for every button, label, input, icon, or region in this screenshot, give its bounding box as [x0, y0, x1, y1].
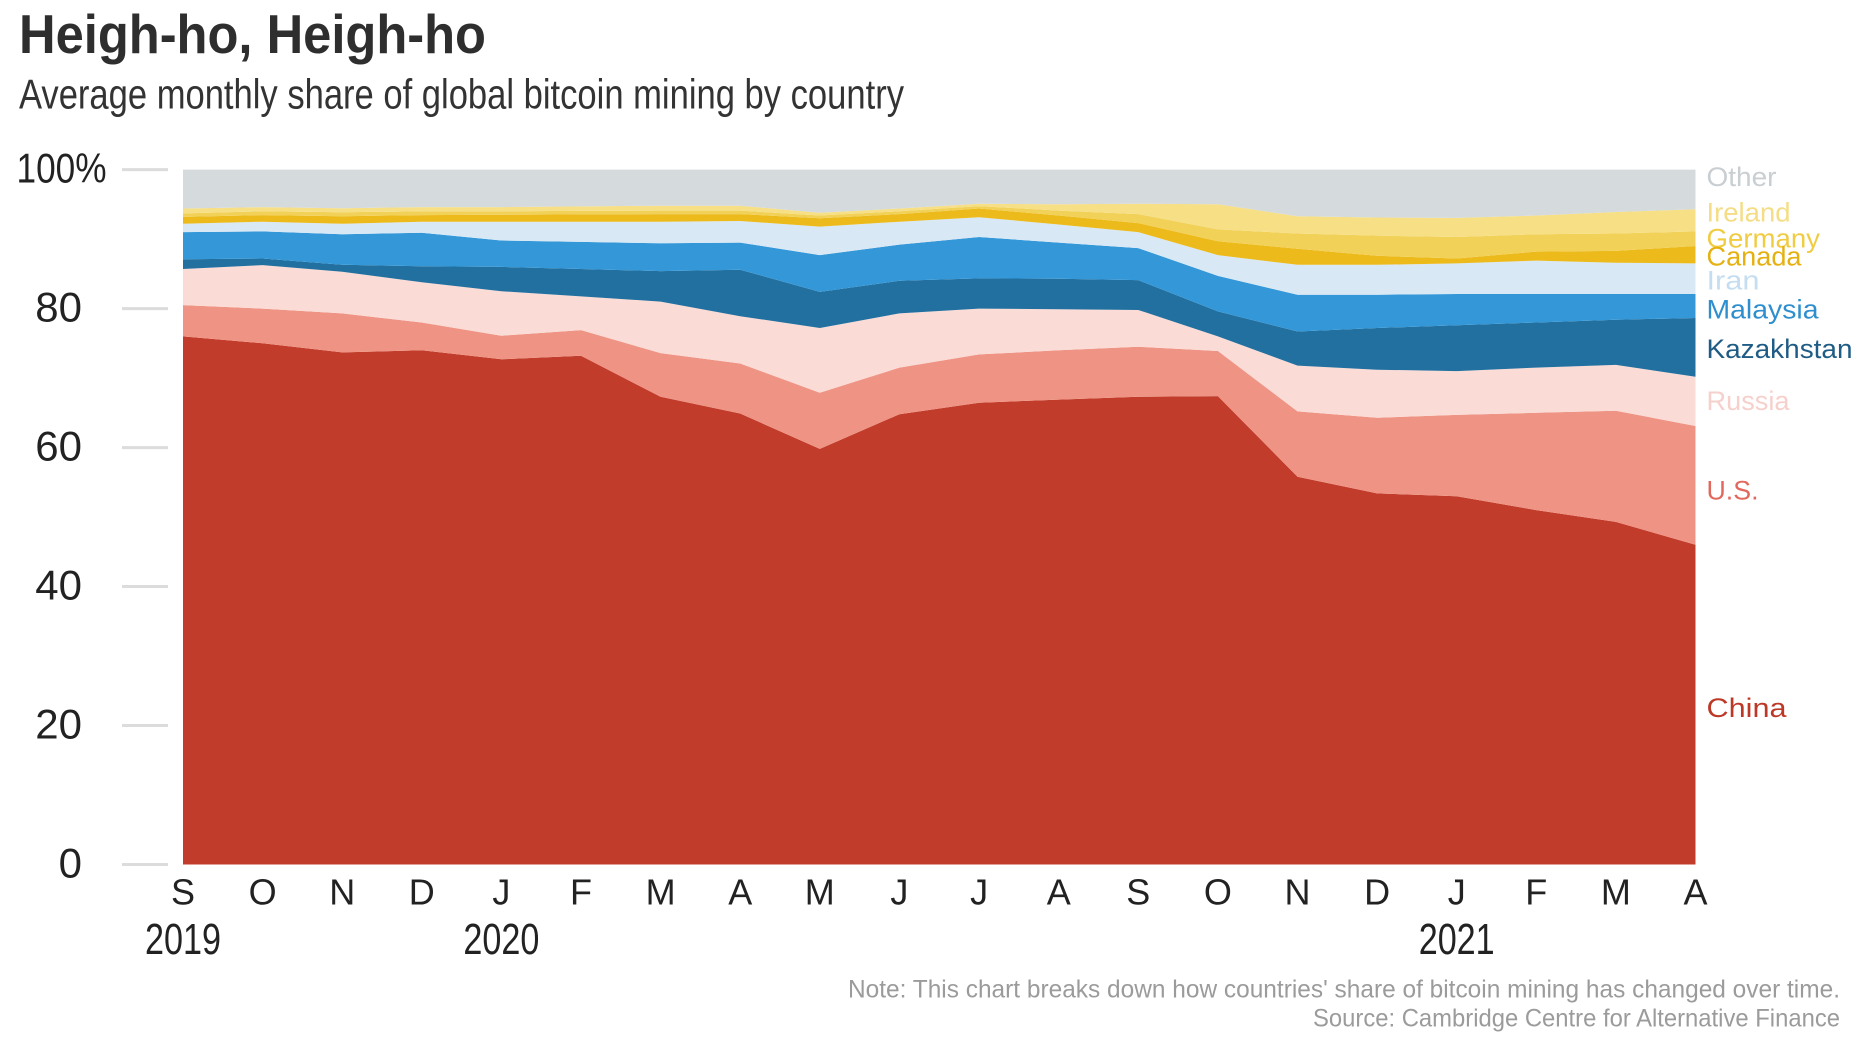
svg-text:2019: 2019	[145, 915, 221, 964]
svg-text:M: M	[646, 872, 676, 913]
svg-text:Kazakhstan: Kazakhstan	[1707, 334, 1853, 364]
svg-text:60: 60	[35, 423, 82, 470]
svg-text:J: J	[1448, 872, 1466, 913]
svg-text:2020: 2020	[463, 915, 539, 964]
svg-text:F: F	[1525, 872, 1547, 913]
svg-text:J: J	[970, 872, 988, 913]
svg-text:D: D	[1364, 872, 1390, 913]
svg-text:O: O	[249, 872, 277, 913]
svg-text:2021: 2021	[1419, 915, 1495, 964]
svg-text:Russia: Russia	[1707, 386, 1791, 416]
svg-text:U.S.: U.S.	[1707, 476, 1759, 506]
svg-text:Heigh-ho, Heigh-ho: Heigh-ho, Heigh-ho	[19, 3, 486, 65]
svg-text:Canada: Canada	[1707, 241, 1803, 271]
svg-text:100%: 100%	[17, 145, 107, 192]
svg-text:0: 0	[59, 840, 82, 887]
svg-text:Germany: Germany	[1707, 223, 1821, 253]
svg-text:80: 80	[35, 284, 82, 331]
svg-text:20: 20	[35, 701, 82, 748]
svg-text:A: A	[1047, 872, 1071, 913]
svg-text:A: A	[728, 872, 752, 913]
svg-text:40: 40	[35, 562, 82, 609]
svg-text:Iran: Iran	[1707, 266, 1760, 296]
svg-text:M: M	[1601, 872, 1631, 913]
svg-text:J: J	[890, 872, 908, 913]
svg-text:Ireland: Ireland	[1707, 197, 1791, 227]
svg-text:Average monthly share of globa: Average monthly share of global bitcoin …	[19, 71, 904, 118]
svg-text:S: S	[171, 872, 195, 913]
svg-text:Note: This chart breaks down h: Note: This chart breaks down how countri…	[848, 976, 1840, 1004]
svg-text:D: D	[409, 872, 435, 913]
svg-text:O: O	[1204, 872, 1232, 913]
svg-text:Other: Other	[1707, 162, 1777, 192]
svg-text:F: F	[570, 872, 592, 913]
svg-text:S: S	[1126, 872, 1150, 913]
svg-text:Malaysia: Malaysia	[1707, 295, 1820, 325]
svg-text:J: J	[492, 872, 510, 913]
svg-text:A: A	[1683, 872, 1707, 913]
svg-text:M: M	[805, 872, 835, 913]
svg-text:China: China	[1707, 693, 1788, 723]
svg-text:N: N	[1285, 872, 1311, 913]
svg-text:N: N	[329, 872, 355, 913]
svg-text:Source: Cambridge Centre for A: Source: Cambridge Centre for Alternative…	[1313, 1005, 1840, 1033]
